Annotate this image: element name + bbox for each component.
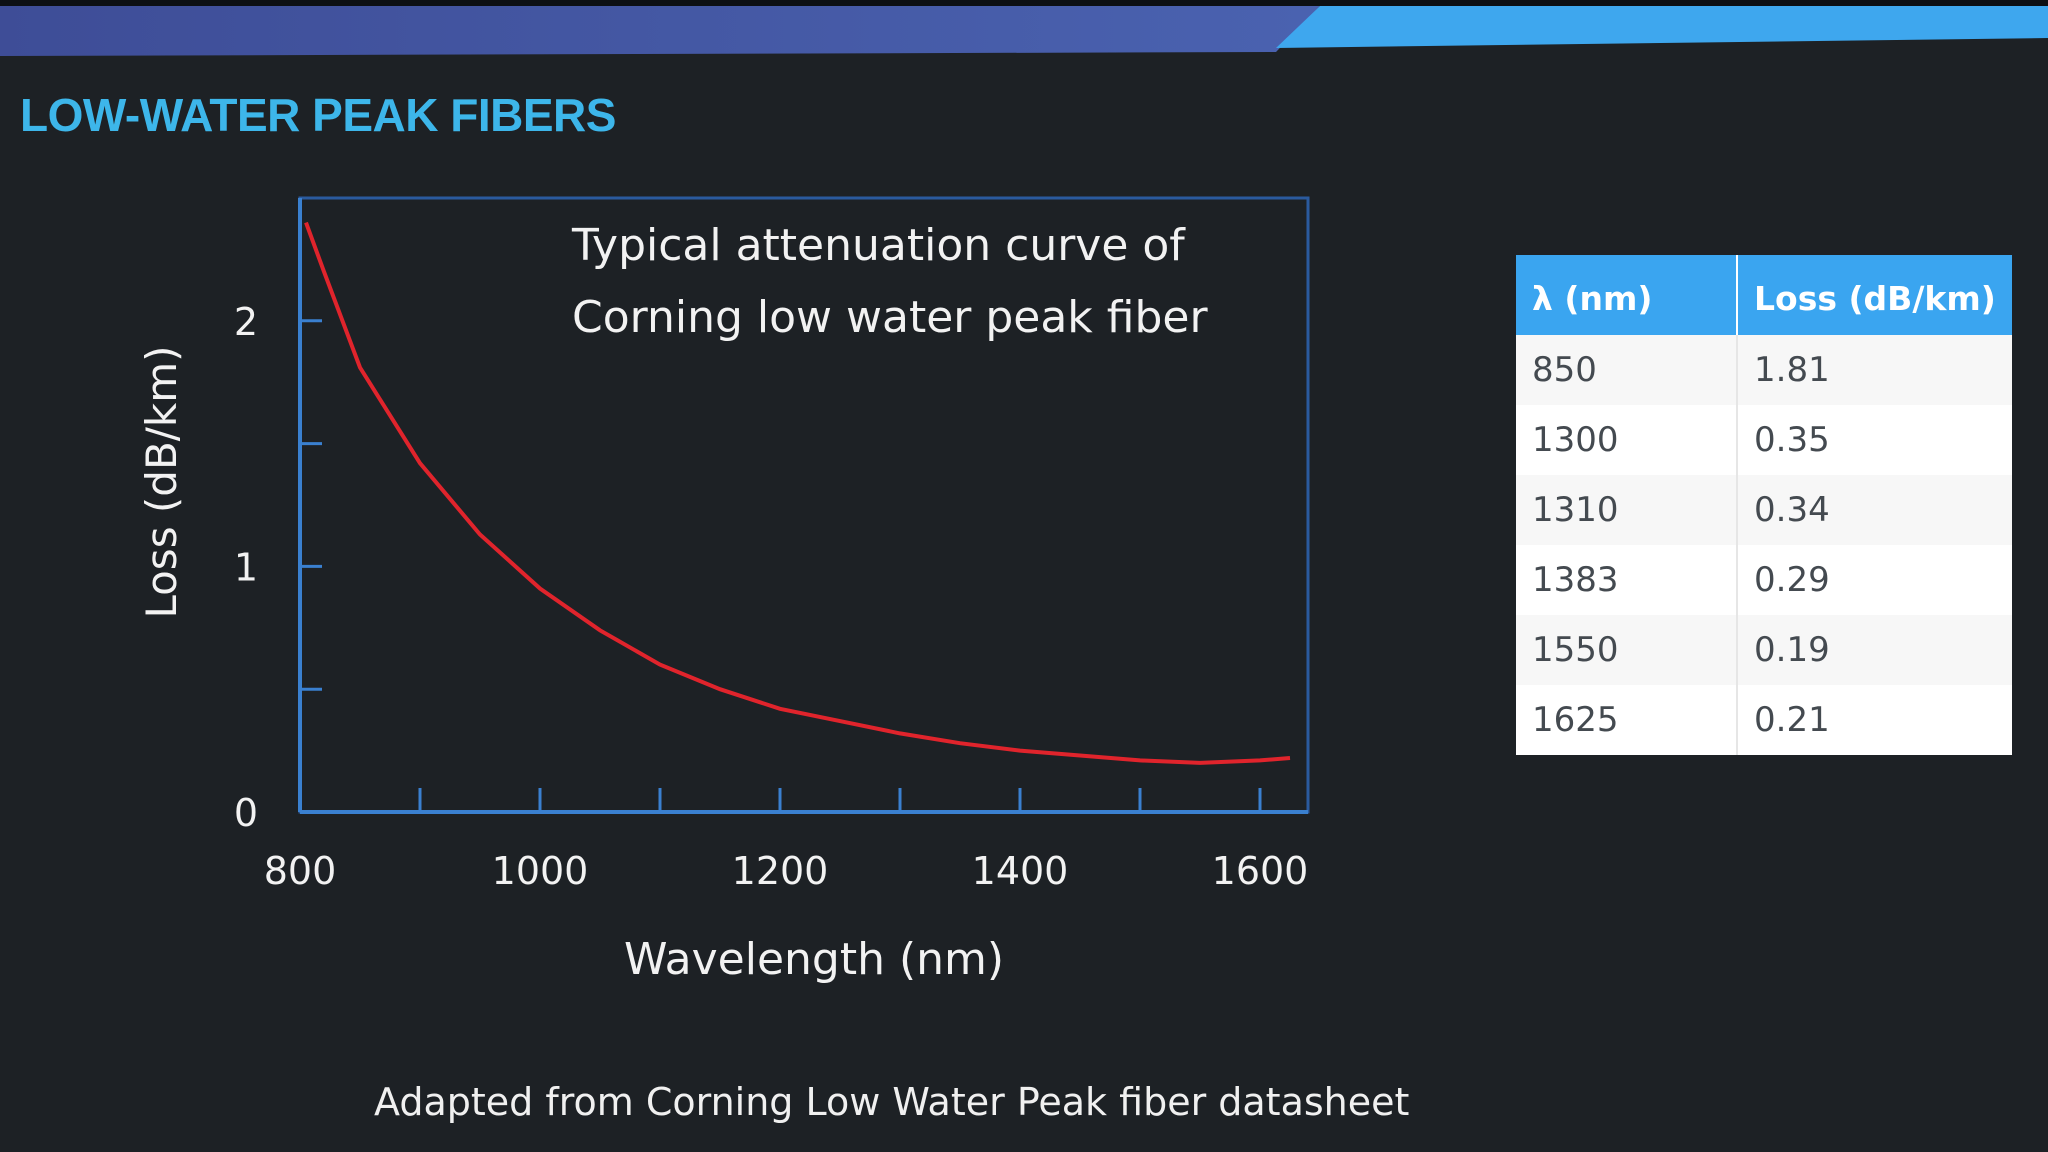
chart-annotation-line-1: Typical attenuation curve of [571,220,1186,271]
table-row: 1310 0.34 [1516,475,2012,545]
x-tick-label: 800 [264,849,337,893]
source-footnote: Adapted from Corning Low Water Peak fibe… [374,1080,1410,1124]
table-cell-wavelength: 1310 [1516,475,1738,545]
table-cell-wavelength: 1383 [1516,545,1738,615]
y-axis-label: Loss (dB/km) [137,345,186,618]
table-cell-loss: 0.34 [1737,475,2012,545]
y-tick-label: 1 [234,545,258,589]
x-axis-label: Wavelength (nm) [624,934,1004,985]
table-cell-loss: 0.19 [1737,615,2012,685]
y-tick-label: 2 [234,300,258,344]
x-tick-label: 1400 [972,849,1069,893]
table-header-wavelength: λ (nm) [1516,255,1738,335]
table-cell-wavelength: 1300 [1516,405,1738,475]
table-row: 1625 0.21 [1516,685,2012,755]
x-tick-label: 1000 [492,849,589,893]
table-header-loss: Loss (dB/km) [1737,255,2012,335]
x-tick-label: 1200 [732,849,829,893]
attenuation-curve [304,221,1291,765]
table-row: 1300 0.35 [1516,405,2012,475]
x-tick-label: 1600 [1212,849,1309,893]
table-row: 1550 0.19 [1516,615,2012,685]
y-tick-label: 0 [234,791,258,835]
table-cell-loss: 0.29 [1754,560,1830,600]
chart-annotation-line-2: Corning low water peak fiber [572,292,1208,343]
table-cell-loss: 0.35 [1754,420,1830,460]
table-cell-wavelength: 850 [1516,335,1738,405]
plot-frame [298,196,1310,814]
table-cell-wavelength: 1625 [1516,685,1738,755]
top-banner [0,0,2048,60]
loss-table: λ (nm) Loss (dB/km) 850 1.81 1300 0.35 1… [1516,255,2012,755]
table-cell-loss: 0.21 [1754,700,1830,740]
slide-title: LOW-WATER PEAK FIBERS [20,89,616,141]
table-cell-wavelength: 1550 [1516,615,1738,685]
table-row: 1383 0.29 [1516,545,2012,615]
table-row: 850 1.81 [1516,335,2012,405]
table-cell-loss: 1.81 [1737,335,2012,405]
